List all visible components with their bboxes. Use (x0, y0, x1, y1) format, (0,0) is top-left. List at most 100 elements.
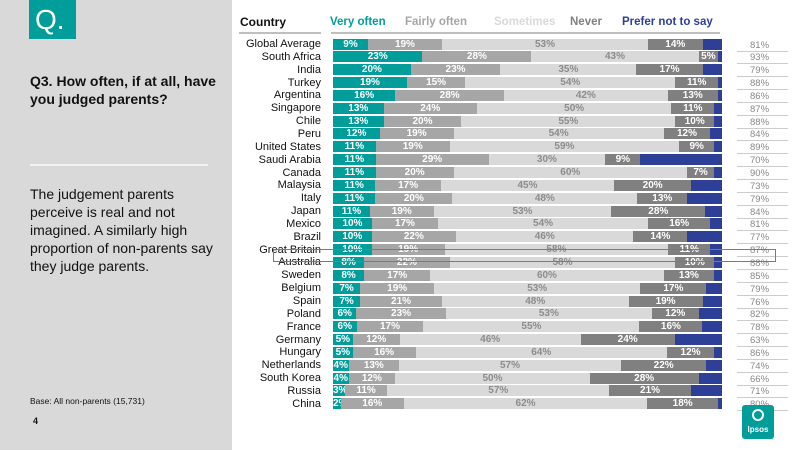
bar-segment-3 (589, 372, 699, 384)
bar-segment-0 (333, 398, 342, 410)
country-label: Argentina (273, 89, 321, 102)
bar-segment-2 (434, 282, 641, 294)
bar-segment-2 (500, 64, 637, 76)
bar-segment-0 (333, 334, 353, 346)
country-label: Chile (295, 115, 321, 128)
bar-segment-1 (410, 64, 501, 76)
country-label: Sweden (281, 269, 321, 282)
question-title: Q3. How often, if at all, have you judge… (30, 73, 216, 107)
total-underline (737, 230, 788, 232)
bar-value: 5% (701, 51, 716, 63)
bar-value: 13% (363, 359, 384, 371)
bar-value: 28% (466, 51, 487, 63)
bar-value: 23% (445, 64, 466, 76)
bar-segment-1 (383, 115, 462, 127)
total-value: 90% (750, 168, 770, 179)
bar-segment-2 (445, 308, 653, 320)
total-underline (737, 307, 788, 309)
country-label: Malaysia (277, 179, 321, 192)
bar-value: 12% (665, 308, 686, 320)
bar-value: 12% (361, 372, 382, 384)
bar-value: 6% (337, 308, 352, 320)
divider (30, 164, 208, 166)
total-underline (737, 191, 788, 193)
bar-value: 7% (339, 282, 354, 294)
bar-segment-4 (698, 308, 723, 320)
bar-value: 17% (394, 218, 415, 230)
bar-segment-1 (364, 269, 431, 281)
bar-segment-4 (714, 346, 723, 358)
bar-segment-1 (383, 102, 478, 114)
bar-segment-3 (648, 218, 711, 230)
bar-segment-4 (714, 102, 723, 114)
bar-value: 9% (689, 141, 704, 153)
bar-value: 19% (359, 77, 380, 89)
bar-segment-2 (461, 115, 676, 127)
bar-segment-1 (356, 321, 424, 333)
bar-segment-0 (333, 218, 373, 230)
bar-segment-0 (333, 154, 377, 166)
bar-value: 46% (534, 231, 555, 243)
bar-value: 19% (391, 205, 412, 217)
bar-segment-1 (375, 192, 453, 204)
bar-segment-3 (675, 115, 715, 127)
bar-segment-0 (333, 205, 371, 217)
bar-value: 54% (533, 218, 554, 230)
bar-segment-3 (640, 282, 707, 294)
bar-value: 11% (344, 154, 365, 166)
bar-segment-1 (371, 218, 439, 230)
bar-value: 53% (527, 282, 548, 294)
bar-value: 16% (374, 346, 395, 358)
bar-segment-4 (705, 205, 723, 217)
bar-value: 12% (366, 334, 387, 346)
total-value: 87% (750, 245, 770, 257)
bar-segment-1 (348, 372, 396, 384)
total-value: 84% (750, 206, 770, 218)
bar-value: 22% (396, 256, 417, 268)
bar-segment-0 (333, 102, 384, 114)
total-underline (737, 140, 788, 142)
total-underline (737, 217, 788, 219)
bar-value: 11% (344, 167, 365, 178)
bar-value: 11% (344, 192, 364, 204)
bar-value: 7% (339, 295, 354, 307)
bar-value: 16% (660, 321, 681, 333)
bar-segment-3 (609, 385, 692, 397)
total-value: 78% (750, 322, 770, 334)
highlight-box (273, 249, 776, 262)
bar-value: 3% (333, 385, 348, 397)
bar-value: 13% (678, 269, 699, 281)
bar-segment-4 (640, 154, 723, 166)
bar-segment-0 (333, 179, 376, 191)
total-value: 79% (750, 193, 770, 205)
total-underline (737, 256, 788, 258)
bar-segment-3 (580, 334, 676, 346)
bar-value: 48% (525, 295, 546, 307)
q-badge: Q. (29, 0, 76, 39)
bar-value: 5% (335, 334, 351, 346)
country-label: Italy (300, 192, 321, 205)
bar-segment-3 (633, 231, 688, 243)
bar-segment-0 (333, 321, 357, 333)
bar-segment-4 (710, 218, 723, 230)
bar-segment-4 (718, 77, 723, 89)
bar-segment-1 (369, 205, 434, 217)
ipsos-logo: Ipsos (742, 405, 774, 439)
bar-segment-4 (718, 398, 723, 410)
country-label: Singapore (270, 102, 321, 115)
bar-value: 19% (387, 282, 408, 294)
country-label: Spain (292, 295, 321, 307)
bar-segment-0 (333, 385, 345, 397)
bar-segment-0 (333, 282, 361, 294)
bar-value: 59% (554, 141, 575, 153)
bar-segment-2 (449, 256, 676, 268)
total-underline (737, 281, 788, 283)
bar-segment-4 (698, 372, 723, 384)
bar-segment-1 (352, 334, 401, 346)
bar-segment-0 (333, 64, 412, 76)
legend-sometimes: Sometimes (494, 16, 556, 28)
bar-segment-3 (666, 346, 715, 358)
description: The judgement parents perceive is real a… (30, 186, 213, 274)
bar-segment-2 (387, 385, 610, 397)
bar-segment-2 (415, 346, 668, 358)
